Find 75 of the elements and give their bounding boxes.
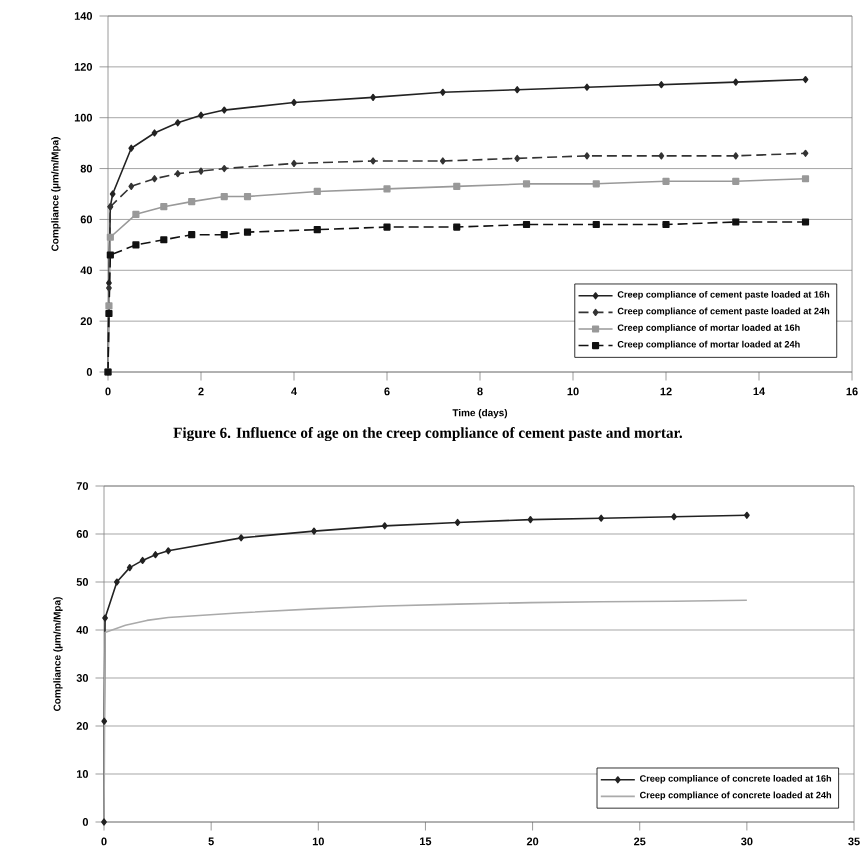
point	[514, 154, 521, 162]
point	[592, 180, 600, 188]
point	[291, 98, 297, 107]
point	[514, 86, 521, 94]
point	[126, 564, 133, 572]
point	[527, 516, 534, 524]
point	[592, 220, 600, 229]
point	[105, 309, 113, 318]
point	[106, 233, 114, 241]
point	[453, 182, 461, 190]
point	[101, 818, 107, 826]
point	[662, 220, 670, 229]
point	[128, 182, 135, 190]
point	[732, 177, 740, 185]
point	[198, 111, 204, 119]
point	[802, 75, 809, 84]
point	[151, 129, 158, 137]
point	[383, 223, 391, 231]
point	[188, 198, 196, 206]
point	[106, 284, 112, 292]
point	[671, 513, 677, 521]
point	[802, 149, 809, 157]
point	[221, 164, 228, 173]
point	[383, 185, 391, 193]
point	[291, 159, 297, 168]
point	[732, 152, 739, 160]
point	[109, 190, 116, 198]
point	[801, 218, 810, 226]
point	[454, 518, 461, 527]
point	[128, 144, 135, 152]
point	[221, 106, 228, 114]
point	[584, 152, 590, 160]
point	[313, 226, 321, 234]
point	[658, 81, 665, 89]
point	[220, 192, 228, 201]
point	[598, 514, 605, 522]
point	[106, 279, 112, 287]
point	[522, 220, 531, 229]
point	[313, 187, 321, 196]
point	[732, 218, 740, 226]
point	[160, 203, 168, 211]
point	[174, 170, 181, 178]
point	[439, 157, 446, 165]
point	[188, 231, 196, 239]
point	[243, 192, 252, 201]
point	[105, 302, 113, 310]
point	[102, 614, 108, 622]
point	[743, 511, 750, 519]
point	[151, 175, 158, 183]
point	[174, 119, 181, 127]
point	[732, 78, 739, 86]
point	[165, 547, 172, 555]
point	[370, 93, 376, 101]
point	[152, 551, 159, 559]
point	[132, 210, 140, 218]
point	[662, 177, 670, 185]
point	[220, 231, 228, 239]
point	[101, 717, 108, 725]
point	[106, 251, 114, 259]
point	[139, 556, 146, 564]
point	[160, 236, 168, 244]
point	[370, 157, 376, 165]
point	[198, 167, 204, 175]
point	[113, 578, 120, 586]
point	[381, 522, 388, 530]
point	[801, 175, 810, 183]
point	[584, 83, 590, 91]
point	[658, 152, 665, 160]
point	[439, 88, 446, 96]
point	[311, 527, 317, 535]
point	[238, 534, 245, 542]
point	[522, 180, 531, 188]
point	[453, 223, 461, 231]
point	[132, 241, 140, 249]
point	[243, 228, 252, 236]
